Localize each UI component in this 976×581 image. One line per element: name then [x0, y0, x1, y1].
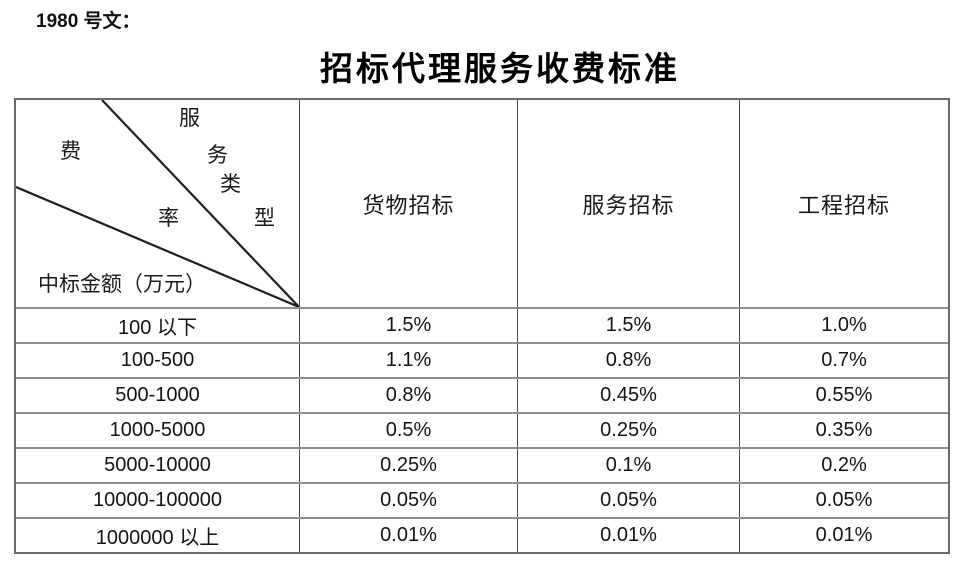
corner-char-service-type: 务	[207, 143, 228, 167]
amount-range-cell: 10000-100000	[92, 489, 222, 511]
amount-range-cell: 500-1000	[115, 384, 200, 406]
corner-char-fee-rate: 率	[158, 206, 179, 230]
rate-value-cell: 0.01%	[299, 519, 517, 552]
table-row: 500-1000 0.8% 0.45% 0.55%	[16, 377, 948, 412]
amount-range-cell: 1000000 以上	[95, 527, 220, 549]
rate-value-cell: 0.25%	[299, 449, 517, 482]
amount-range-cell: 1000-5000	[109, 419, 206, 441]
corner-char-service-type: 类	[220, 172, 241, 196]
rate-value-cell: 0.05%	[299, 484, 517, 517]
rate-value-cell: 0.05%	[517, 484, 739, 517]
table-row: 100 以下 1.5% 1.5% 1.0%	[16, 307, 948, 342]
fee-table: 服 务 类 型 费 率 中标金额（万元） 货物招标 服务招标 工程招标 100 …	[14, 98, 950, 554]
rate-value-cell: 1.0%	[739, 309, 948, 342]
amount-range-cell: 100-500	[120, 349, 195, 371]
rate-value-cell: 0.55%	[739, 379, 948, 412]
rate-value-cell: 0.01%	[517, 519, 739, 552]
corner-char-fee-rate: 费	[60, 139, 81, 163]
diagonal-corner-cell: 服 务 类 型 费 率 中标金额（万元）	[16, 100, 299, 307]
table-row: 100-500 1.1% 0.8% 0.7%	[16, 342, 948, 377]
rate-value-cell: 0.8%	[517, 344, 739, 377]
fee-table-body: 100 以下 1.5% 1.5% 1.0% 100-500 1.1% 0.8% 0.7% 500…	[16, 307, 948, 552]
amount-range-cell: 100 以下	[118, 317, 197, 339]
page-title: 招标代理服务收费标准	[320, 52, 680, 88]
table-row: 1000-5000 0.5% 0.25% 0.35%	[16, 412, 948, 447]
rate-value-cell: 0.35%	[739, 414, 948, 447]
corner-char-service-type: 型	[254, 206, 275, 230]
table-row: 10000-100000 0.05% 0.05% 0.05%	[16, 482, 948, 517]
doc-number-label: 1980 号文：	[36, 11, 141, 32]
rate-value-cell: 0.01%	[739, 519, 948, 552]
rate-value-cell: 0.1%	[517, 449, 739, 482]
column-header-service: 服务招标	[517, 100, 739, 307]
column-header-goods: 货物招标	[299, 100, 517, 307]
diagonal-lines	[16, 100, 299, 307]
rate-value-cell: 1.5%	[517, 309, 739, 342]
rate-value-cell: 0.2%	[739, 449, 948, 482]
table-row: 5000-10000 0.25% 0.1% 0.2%	[16, 447, 948, 482]
rate-value-cell: 0.7%	[739, 344, 948, 377]
rate-value-cell: 0.8%	[299, 379, 517, 412]
amount-range-cell: 5000-10000	[104, 454, 211, 476]
table-header-row: 服 务 类 型 费 率 中标金额（万元） 货物招标 服务招标 工程招标	[16, 100, 948, 307]
table-row: 1000000 以上 0.01% 0.01% 0.01%	[16, 517, 948, 552]
corner-char-service-type: 服	[179, 106, 200, 130]
rate-value-cell: 1.5%	[299, 309, 517, 342]
corner-amount-label: 中标金额（万元）	[38, 272, 206, 296]
column-header-engineering: 工程招标	[739, 100, 948, 307]
rate-value-cell: 0.25%	[517, 414, 739, 447]
rate-value-cell: 0.05%	[739, 484, 948, 517]
rate-value-cell: 0.45%	[517, 379, 739, 412]
rate-value-cell: 1.1%	[299, 344, 517, 377]
rate-value-cell: 0.5%	[299, 414, 517, 447]
